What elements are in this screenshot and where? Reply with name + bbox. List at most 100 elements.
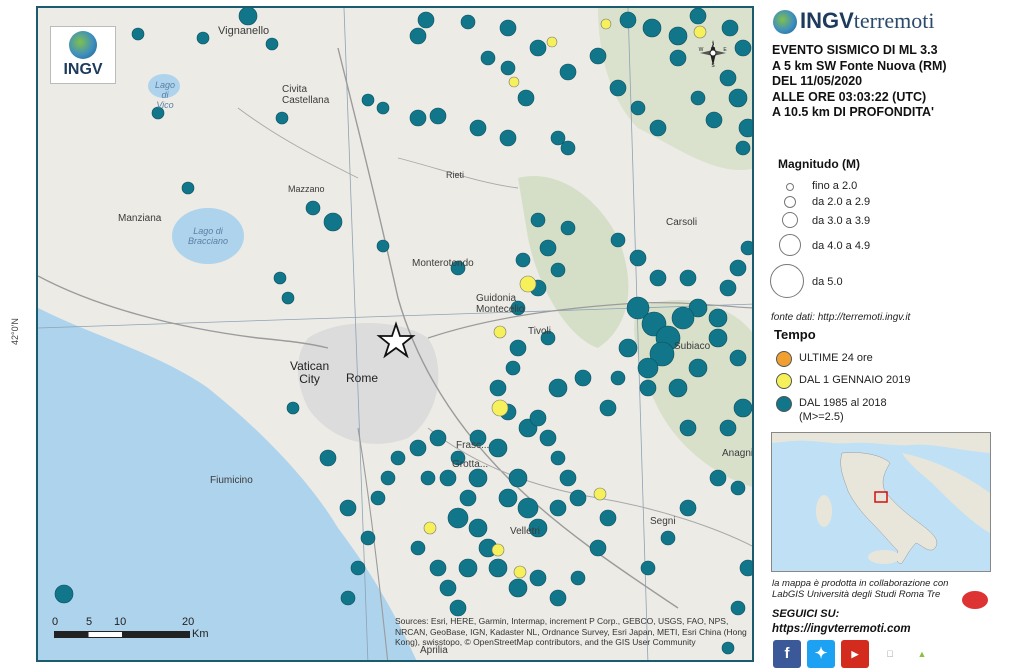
historic-quake-marker xyxy=(721,19,739,37)
historic-quake-marker xyxy=(708,328,728,348)
recent-quake-marker xyxy=(546,36,558,48)
ios-icon[interactable]:  xyxy=(876,640,904,668)
historic-quake-marker xyxy=(499,129,517,147)
historic-quake-marker xyxy=(640,560,656,576)
scale-bar-graphic xyxy=(54,631,190,638)
historic-quake-marker xyxy=(560,220,576,236)
map-basemap xyxy=(38,8,752,660)
historic-quake-marker xyxy=(468,518,488,538)
event-info: EVENTO SISMICO DI ML 3.3 A 5 km SW Fonte… xyxy=(772,43,1012,121)
historic-quake-marker xyxy=(728,88,748,108)
historic-quake-marker xyxy=(630,100,646,116)
historic-quake-marker xyxy=(559,469,577,487)
historic-quake-marker xyxy=(151,106,165,120)
magnitude-label: da 3.0 a 3.9 xyxy=(812,215,871,227)
historic-quake-marker xyxy=(642,18,662,38)
historic-quake-marker xyxy=(410,540,426,556)
historic-quake-marker xyxy=(733,398,752,418)
label-subiaco: Subiaco xyxy=(674,341,711,352)
historic-quake-marker xyxy=(515,252,531,268)
scale-tick-5: 5 xyxy=(86,616,93,628)
seismic-map: Vignanello Lago di Vico Civita Castellan… xyxy=(36,6,754,662)
historic-quake-marker xyxy=(286,401,300,415)
historic-quake-marker xyxy=(719,279,737,297)
magnitude-label: da 5.0 xyxy=(812,276,843,288)
compass-w: W xyxy=(699,47,704,53)
ingv-brand-globe-icon xyxy=(773,10,797,34)
historic-quake-marker xyxy=(679,419,697,437)
magnitude-class-2: da 2.0 a 2.9 xyxy=(768,193,918,213)
time-sublabel: (M>=2.5) xyxy=(799,411,844,423)
recent-quake-marker xyxy=(493,325,507,339)
label-segni: Segni xyxy=(650,516,676,527)
scale-tick-0: 0 xyxy=(52,616,59,628)
inset-italy xyxy=(840,452,938,564)
recent-quake-marker xyxy=(491,543,505,557)
road-pontina xyxy=(357,427,389,660)
magnitude-label: da 2.0 a 2.9 xyxy=(812,196,871,208)
time-label: DAL 1985 al 2018 xyxy=(799,397,887,409)
label-anagni: Anagni xyxy=(722,448,754,459)
historic-quake-marker xyxy=(376,101,390,115)
compass-n: N xyxy=(711,43,715,49)
ingv-terremoti-brand: INGVterremoti xyxy=(773,8,1013,38)
brand-name: INGVterremoti xyxy=(800,8,934,34)
historic-quake-marker xyxy=(510,300,526,316)
historic-quake-marker xyxy=(626,296,650,320)
magnitude-class-4: da 4.0 a 4.9 xyxy=(768,234,918,257)
historic-quake-marker xyxy=(669,49,687,67)
recent-quake-marker xyxy=(600,18,612,30)
twitter-icon[interactable]: ✦ xyxy=(807,640,835,668)
historic-quake-marker xyxy=(528,518,548,538)
historic-quake-marker xyxy=(505,360,521,376)
magnitude-legend-title: Magnitudo (M) xyxy=(778,157,860,171)
historic-quake-marker xyxy=(709,469,727,487)
recent-quake-marker xyxy=(593,487,607,501)
italy-inset-map xyxy=(771,432,991,572)
road-flaminia xyxy=(237,107,359,179)
historic-quake-marker xyxy=(738,118,752,138)
historic-quake-marker xyxy=(420,470,436,486)
lago-di-bracciano xyxy=(172,208,244,264)
historic-quake-marker xyxy=(730,600,746,616)
label-manziana: Manziana xyxy=(118,213,162,224)
historic-quake-marker xyxy=(469,429,487,447)
historic-quake-marker xyxy=(671,306,695,330)
data-source: fonte dati: http://terremoti.ingv.it xyxy=(771,312,911,323)
label-lago-bracciano: Lago di Bracciano xyxy=(187,226,229,246)
historic-quake-marker xyxy=(340,590,356,606)
magnitude-circle xyxy=(782,212,798,228)
follow-us-link[interactable]: https://ingvterremoti.com xyxy=(772,623,911,635)
historic-quake-marker xyxy=(323,212,343,232)
historic-quake-marker xyxy=(273,271,287,285)
label-rieti-road: Rieti xyxy=(446,170,465,180)
compass-e: E xyxy=(723,47,727,53)
collab-text: la mappa è prodotta in collaborazione co… xyxy=(772,578,949,589)
historic-quake-marker xyxy=(637,357,659,379)
historic-quake-marker xyxy=(550,262,566,278)
historic-quake-marker xyxy=(660,530,676,546)
facebook-icon[interactable]: f xyxy=(773,640,801,668)
recent-quake-marker xyxy=(513,565,527,579)
magnitude-circle xyxy=(770,264,804,298)
inset-extent-box xyxy=(874,491,888,503)
historic-quake-marker xyxy=(275,111,289,125)
magnitude-class-3: da 3.0 a 3.9 xyxy=(768,212,918,232)
label-lago-vico: Lago di Vico xyxy=(154,80,176,110)
historic-quake-marker xyxy=(539,429,557,447)
road-salaria xyxy=(397,157,519,189)
historic-quake-marker xyxy=(500,60,516,76)
event-location: A 5 km SW Fonte Nuova (RM) xyxy=(772,58,947,73)
ingv-map-logo: INGV xyxy=(50,26,116,84)
inset-sardinia xyxy=(816,495,832,527)
youtube-icon[interactable]: ▶ xyxy=(841,640,869,668)
inset-landmass-europe xyxy=(772,433,990,453)
historic-quake-marker xyxy=(468,468,488,488)
historic-quake-marker xyxy=(417,11,435,29)
historic-quake-marker xyxy=(639,379,657,397)
tyrrhenian-sea xyxy=(38,308,417,660)
road-a24 xyxy=(427,302,752,339)
android-icon[interactable]: ▲ xyxy=(908,640,936,668)
historic-quake-marker xyxy=(668,26,688,46)
historic-quake-marker xyxy=(499,19,517,37)
